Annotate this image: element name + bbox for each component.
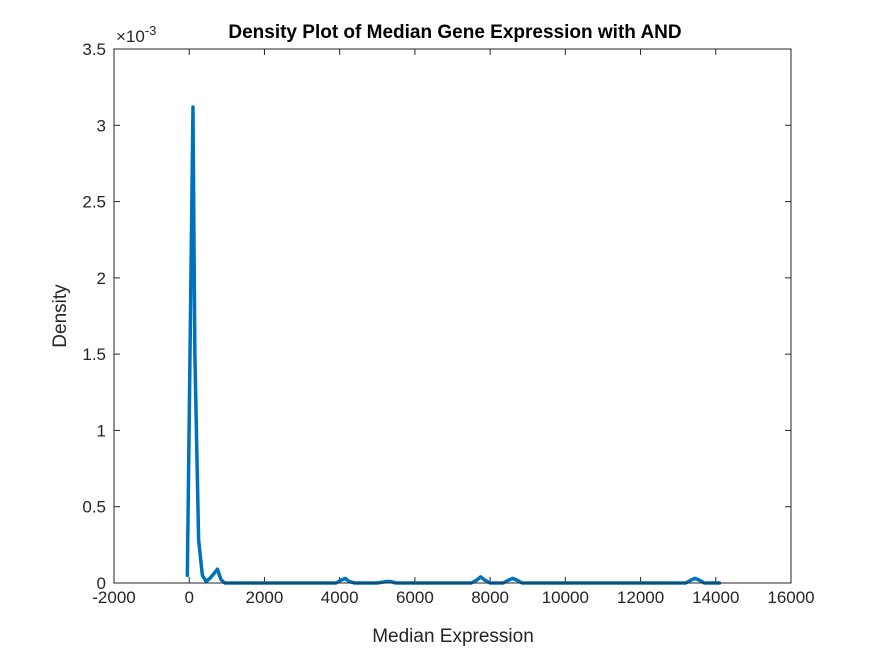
x-tick-label: 2000 bbox=[246, 588, 284, 607]
x-tick-label: 8000 bbox=[471, 588, 509, 607]
y-tick-label: 2.5 bbox=[82, 193, 106, 212]
y-tick-label: 3 bbox=[97, 116, 106, 135]
y-exponent-power: -3 bbox=[145, 23, 157, 38]
x-tick-label: 6000 bbox=[396, 588, 434, 607]
x-tick-label: -2000 bbox=[92, 588, 135, 607]
y-exponent-label: ×10-3 bbox=[116, 23, 156, 46]
y-tick-label: 2 bbox=[97, 269, 106, 288]
x-axis-label: Median Expression bbox=[372, 626, 534, 647]
x-tick-label: 0 bbox=[184, 588, 193, 607]
x-tick-label: 12000 bbox=[617, 588, 664, 607]
y-exponent-base: ×10 bbox=[116, 27, 145, 46]
y-axis-label: Density bbox=[50, 284, 71, 348]
x-tick-labels: -2000 0 2000 4000 6000 8000 10000 12000 14000 160… bbox=[92, 588, 814, 607]
y-tick-label: 1.5 bbox=[82, 345, 106, 364]
x-tick-label: 10000 bbox=[542, 588, 589, 607]
x-tick-label: 14000 bbox=[692, 588, 739, 607]
plot-background bbox=[114, 49, 791, 583]
y-tick-label: 0 bbox=[97, 574, 106, 593]
y-tick-labels: 0 0.5 1 1.5 2 2.5 3 3.5 bbox=[82, 40, 106, 593]
chart-title: Density Plot of Median Gene Expression w… bbox=[228, 22, 681, 43]
x-tick-label: 16000 bbox=[767, 588, 814, 607]
y-tick-label: 1 bbox=[97, 421, 106, 440]
y-tick-label: 0.5 bbox=[82, 498, 106, 517]
x-tick-label: 4000 bbox=[321, 588, 359, 607]
plot-frame bbox=[113, 48, 792, 584]
y-tick-label: 3.5 bbox=[82, 40, 106, 59]
